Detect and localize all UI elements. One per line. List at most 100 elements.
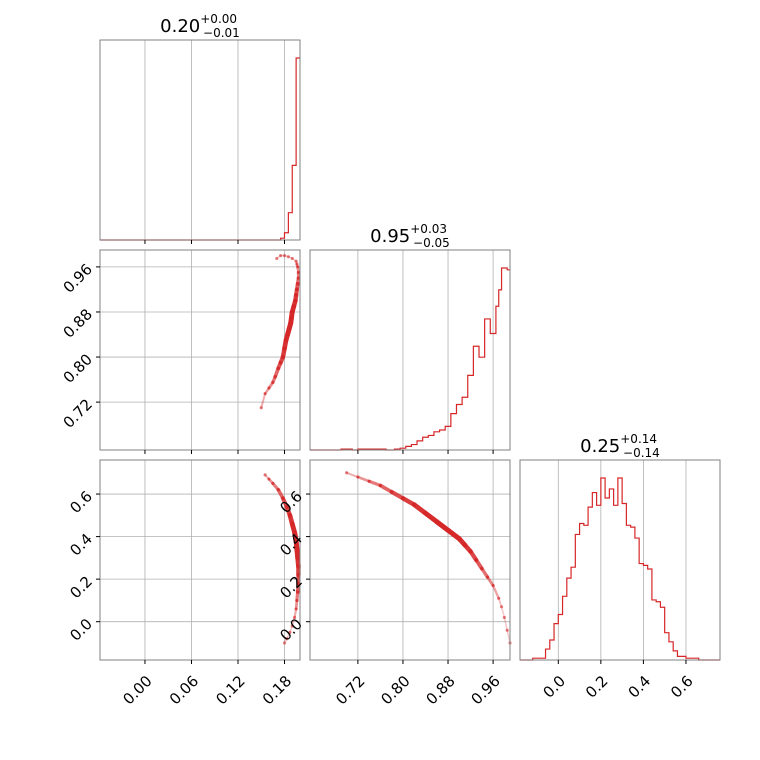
density-segment [260, 392, 267, 409]
density-segment [480, 566, 490, 579]
sample-point [282, 254, 287, 258]
sample-point [378, 483, 383, 488]
sample-point [296, 590, 300, 594]
sample-point [296, 276, 301, 280]
sample-point [279, 361, 283, 365]
sample-point [285, 332, 290, 337]
y-tick-label: 0.80 [60, 350, 96, 386]
sample-point [289, 316, 294, 320]
sample-point [263, 392, 267, 396]
y-tick-label: 0.88 [60, 305, 96, 341]
panel-2-2: 0.95+0.03 −0.05 [309, 222, 511, 454]
density-segment [367, 479, 383, 488]
sample-point [282, 641, 287, 645]
sample-point [281, 355, 285, 359]
sample-point [273, 375, 277, 379]
title-plus-error: +0.03 [410, 222, 447, 236]
sample-point [423, 511, 428, 515]
sample-point [286, 255, 290, 259]
sample-point [296, 564, 301, 568]
sample-point [356, 475, 360, 479]
sample-point [263, 473, 267, 477]
sample-point [435, 520, 439, 524]
title-minus-error: −0.01 [203, 26, 240, 40]
sample-point [296, 581, 301, 586]
histogram-step-line [520, 477, 720, 661]
sample-point [295, 598, 299, 603]
sample-point [288, 630, 292, 634]
sample-point [271, 481, 275, 486]
sample-point [499, 605, 504, 609]
panel-title: 0.25+0.14 −0.14 [580, 432, 660, 460]
sample-point [296, 573, 301, 577]
sample-point [468, 549, 473, 554]
y-tick-label: 0.6 [66, 487, 96, 517]
density-segment [345, 471, 359, 479]
sample-point [267, 477, 271, 481]
sample-point [290, 256, 294, 261]
sample-point [390, 490, 394, 494]
x-tick-label: 0.72 [332, 672, 368, 708]
sample-point [295, 287, 299, 292]
density-segment [378, 483, 394, 494]
x-tick-label: 0.12 [212, 672, 248, 708]
sample-point [287, 327, 291, 331]
sample-point [296, 282, 300, 286]
title-plus-error: +0.00 [200, 12, 237, 26]
sample-point [275, 256, 279, 261]
y-tick-label: 0.2 [66, 572, 96, 602]
axes-frame [99, 249, 301, 451]
sample-point [485, 575, 490, 579]
x-tick-label: 0.96 [467, 672, 503, 708]
sample-point [285, 505, 289, 509]
sample-point [276, 366, 280, 370]
sample-point [285, 637, 289, 641]
sample-point [292, 530, 297, 534]
sample-point [282, 346, 287, 351]
sample-point [367, 479, 371, 483]
sample-point [279, 254, 283, 258]
sample-point [474, 558, 478, 562]
x-tick-label: 0.06 [166, 672, 202, 708]
title-value: 0.25 [580, 436, 620, 457]
sample-point [267, 386, 271, 390]
y-tick-label: 0.0 [66, 615, 96, 645]
title-minus-error: −0.14 [623, 446, 660, 460]
y-tick-label: 0.2 [276, 572, 306, 602]
y-tick-label: 0.4 [276, 530, 306, 560]
sample-point [401, 496, 405, 500]
y-tick-label: 0.4 [66, 530, 96, 560]
density-segment [356, 475, 371, 483]
sample-point [296, 265, 300, 269]
axes-frame [519, 459, 721, 661]
sample-point [292, 304, 296, 308]
panel-title: 0.95+0.03 −0.05 [370, 222, 450, 250]
sample-point [295, 262, 299, 266]
sample-point [293, 299, 297, 303]
x-tick-label: 0.88 [422, 672, 458, 708]
x-tick-label: 0.00 [119, 672, 155, 708]
sample-point [271, 380, 275, 384]
sample-point [502, 615, 506, 620]
sample-point [290, 310, 294, 314]
panel-3-3: 0.0 0.2 0.4 0.6 0.25+0.14 −0.14 [519, 432, 721, 702]
sample-point [281, 496, 285, 500]
density-segment [486, 575, 495, 587]
sample-point [292, 615, 297, 620]
axes-frame [99, 459, 301, 661]
y-tick-label: 0.96 [60, 260, 96, 296]
sample-point [294, 539, 298, 543]
sample-point [296, 270, 301, 275]
title-value: 0.95 [370, 226, 410, 247]
panel-title: 0.20+0.00 −0.01 [160, 12, 240, 40]
panel-1-1: 0.20+0.00 −0.01 [99, 12, 301, 244]
density-segment [503, 616, 508, 631]
density-segment [491, 584, 500, 600]
x-tick-label: 0.6 [667, 672, 697, 702]
density-segment [500, 606, 506, 619]
sample-point [284, 338, 288, 342]
sample-point [457, 537, 461, 541]
sample-point [412, 503, 416, 507]
sample-point [290, 522, 294, 526]
